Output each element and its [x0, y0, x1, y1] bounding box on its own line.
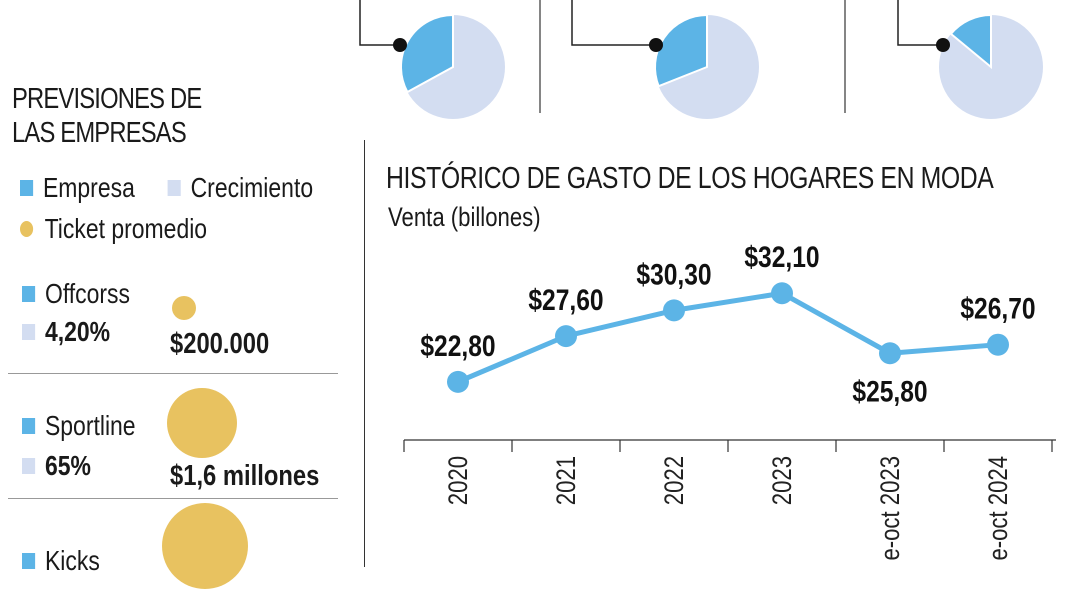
panel-title-line2: LAS EMPRESAS — [12, 117, 187, 149]
company-sportline: Sportline 65% $1,6 millones — [22, 388, 342, 500]
data-label: $27,60 — [528, 283, 603, 317]
company-name: Kicks — [44, 545, 100, 576]
data-point — [771, 282, 793, 305]
empresa-swatch — [22, 286, 36, 302]
company-kicks: Kicks — [22, 503, 342, 589]
pie-leader-line — [359, 0, 400, 46]
company-offcorss: Offcorss 4,20% $200.000 — [22, 278, 342, 368]
x-tick-label: 2023 — [768, 456, 798, 505]
chart-title: HISTÓRICO DE GASTO DE LOS HOGARES EN MOD… — [386, 160, 994, 195]
data-label: $26,70 — [960, 291, 1035, 325]
data-point — [663, 299, 685, 322]
legend-crecimiento: Crecimiento — [190, 172, 314, 203]
line-chart: $22,80 $27,60 $30,30 $32,10 $25,80 $26,70 2020… — [403, 240, 1056, 561]
crecimiento-swatch — [22, 458, 36, 474]
data-label: $30,30 — [636, 257, 711, 291]
pie-leader-line — [571, 0, 656, 46]
company-name-row: Offcorss — [22, 278, 130, 310]
crecimiento-swatch — [22, 324, 36, 340]
separator — [8, 498, 338, 499]
ticket-bubble — [167, 388, 237, 458]
x-tick-label: 2022 — [660, 456, 690, 505]
pie-leader-dot — [649, 38, 663, 52]
x-tick-label: 2020 — [444, 456, 474, 505]
panel-title-line1: PREVISIONES DE — [12, 83, 202, 115]
empresa-swatch — [22, 553, 36, 569]
top-pies — [359, 0, 1043, 119]
panel-divider — [364, 140, 365, 567]
legend-ticket: Ticket promedio — [44, 213, 208, 244]
data-point — [447, 370, 469, 393]
x-tick-label: e-oct 2023 — [876, 456, 906, 561]
x-tick-label: 2021 — [552, 456, 582, 505]
pie-share-slice — [654, 13, 708, 88]
company-ticket: $1,6 millones — [170, 460, 320, 492]
company-name: Sportline — [44, 410, 136, 441]
pie-leader-dot — [393, 38, 407, 52]
empresa-swatch — [22, 418, 36, 434]
pie-leader-dot — [936, 38, 950, 52]
crecimiento-swatch — [167, 180, 181, 196]
data-point — [987, 333, 1009, 356]
pie-share-slice — [949, 13, 992, 70]
company-name-row: Kicks — [22, 545, 100, 577]
company-growth-row: 4,20% — [22, 316, 110, 348]
ticket-bubble — [162, 503, 248, 589]
data-point — [555, 325, 577, 348]
data-label: $32,10 — [744, 240, 819, 274]
company-name-row: Sportline — [22, 410, 136, 442]
legend-empresa: Empresa — [42, 172, 135, 203]
data-point — [879, 342, 901, 365]
ticket-bubble — [172, 296, 196, 320]
company-growth-row: 65% — [22, 450, 91, 482]
company-ticket: $200.000 — [170, 328, 270, 360]
ticket-swatch — [20, 221, 34, 237]
data-label: $25,80 — [852, 374, 927, 408]
company-name: Offcorss — [44, 278, 131, 309]
company-growth: 65% — [44, 450, 91, 481]
panel-title: PREVISIONES DE LAS EMPRESAS — [12, 82, 202, 150]
legend-row-2: Ticket promedio — [20, 213, 207, 245]
pie-share-slice — [400, 13, 454, 94]
x-tick-label: e-oct 2024 — [984, 456, 1014, 561]
chart-subtitle: Venta (billones) — [388, 202, 541, 232]
data-label: $22,80 — [420, 329, 495, 363]
series-line — [457, 290, 999, 385]
legend-row-1: Empresa Crecimiento — [20, 172, 313, 204]
pie-leader-line — [897, 0, 943, 46]
empresa-swatch — [20, 180, 34, 196]
company-growth: 4,20% — [44, 316, 111, 347]
separator — [8, 373, 338, 374]
